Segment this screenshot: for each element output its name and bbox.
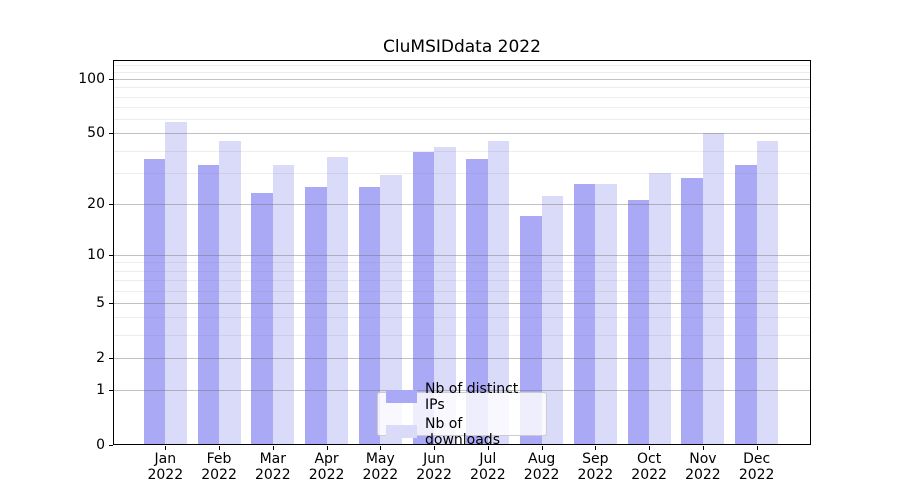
gridline-minor-30 xyxy=(114,172,810,174)
bar-downloads-jul xyxy=(487,141,510,445)
gridline-minor-120 xyxy=(114,64,810,66)
bar-distinct-ips-may xyxy=(358,186,381,445)
gridline-major-20 xyxy=(114,203,810,205)
y-tick-label-50: 50 xyxy=(87,125,105,142)
bar-downloads-dec xyxy=(756,141,779,445)
bar-downloads-mar xyxy=(272,165,295,445)
bar-downloads-aug xyxy=(541,196,564,445)
chart-title: CluMSIDdata 2022 xyxy=(383,37,541,57)
bar-downloads-jun xyxy=(434,146,456,445)
x-tick-may xyxy=(380,446,382,450)
bar-downloads-nov xyxy=(702,133,725,445)
bar-downloads-oct xyxy=(649,172,671,445)
gridline-minor-4 xyxy=(114,317,810,319)
bar-distinct-ips-jun xyxy=(412,152,435,445)
bar-distinct-ips-oct xyxy=(627,199,650,445)
y-tick-20 xyxy=(109,203,113,205)
gridline-major-100 xyxy=(114,79,810,80)
bar-distinct-ips-aug xyxy=(520,215,542,445)
x-tick-label-may: May 2022 xyxy=(362,451,399,483)
gridline-minor-70 xyxy=(114,106,810,108)
bar-distinct-ips-mar xyxy=(251,192,273,445)
legend-item-distinct-ips: Nb of distinct IPs xyxy=(386,381,538,413)
y-tick-2 xyxy=(109,357,113,359)
gridline-minor-3 xyxy=(114,335,810,337)
gridline-minor-8 xyxy=(114,270,810,272)
y-tick-10 xyxy=(109,254,113,256)
x-tick-label-feb: Feb 2022 xyxy=(201,451,237,483)
gridline-major-1 xyxy=(114,390,810,392)
bar-downloads-feb xyxy=(219,141,241,445)
bar-distinct-ips-jan xyxy=(143,158,166,445)
gridline-minor-6 xyxy=(114,290,810,292)
gridline-minor-9 xyxy=(114,262,810,264)
y-tick-0 xyxy=(109,445,113,446)
x-tick-jan xyxy=(165,446,167,450)
bar-distinct-ips-sep xyxy=(573,183,596,445)
y-tick-label-1: 1 xyxy=(96,382,105,399)
gridline-minor-80 xyxy=(114,96,810,98)
x-tick-dec xyxy=(756,446,758,450)
x-tick-label-jul: Jul 2022 xyxy=(470,451,506,483)
gridline-major-5 xyxy=(114,302,810,304)
gridline-minor-90 xyxy=(114,87,810,89)
gridline-major-50 xyxy=(114,133,810,135)
x-tick-label-oct: Oct 2022 xyxy=(631,451,667,483)
x-tick-nov xyxy=(702,446,704,450)
x-tick-label-sep: Sep 2022 xyxy=(577,451,614,483)
bar-distinct-ips-dec xyxy=(735,165,757,445)
y-tick-5 xyxy=(109,302,113,304)
bar-downloads-apr xyxy=(326,156,349,445)
x-tick-aug xyxy=(541,446,543,450)
legend-swatch-distinct-ips xyxy=(386,390,417,403)
x-tick-feb xyxy=(219,446,221,450)
gridline-minor-110 xyxy=(114,71,810,73)
y-tick-label-10: 10 xyxy=(87,246,105,263)
x-tick-label-jun: Jun 2022 xyxy=(416,451,452,483)
x-tick-apr xyxy=(326,446,328,450)
bar-downloads-may xyxy=(380,175,402,445)
y-tick-50 xyxy=(109,133,113,135)
bar-distinct-ips-jul xyxy=(466,158,488,445)
x-tick-label-nov: Nov 2022 xyxy=(685,451,721,483)
x-tick-sep xyxy=(595,446,597,450)
gridline-minor-7 xyxy=(114,280,810,282)
bar-distinct-ips-nov xyxy=(681,177,703,445)
y-tick-label-100: 100 xyxy=(78,71,105,87)
legend-swatch-downloads xyxy=(386,425,417,438)
x-tick-label-jan: Jan 2022 xyxy=(147,451,184,483)
y-tick-label-0: 0 xyxy=(96,437,105,453)
bar-downloads-sep xyxy=(595,183,617,445)
x-tick-jun xyxy=(434,446,436,450)
y-tick-label-2: 2 xyxy=(96,349,105,366)
bar-downloads-jan xyxy=(165,121,187,445)
legend: Nb of distinct IPs Nb of downloads xyxy=(377,381,547,448)
y-tick-label-5: 5 xyxy=(96,294,105,311)
x-tick-mar xyxy=(272,446,274,450)
gridline-major-2 xyxy=(114,357,810,359)
x-tick-jul xyxy=(487,446,489,450)
bar-distinct-ips-apr xyxy=(305,186,327,445)
x-tick-label-aug: Aug 2022 xyxy=(523,451,560,483)
legend-item-downloads: Nb of downloads xyxy=(386,416,538,448)
legend-label-downloads: Nb of downloads xyxy=(425,415,500,448)
x-tick-oct xyxy=(649,446,651,450)
y-tick-100 xyxy=(109,79,113,80)
x-tick-label-mar: Mar 2022 xyxy=(254,451,291,483)
gridline-minor-40 xyxy=(114,150,810,152)
bar-distinct-ips-feb xyxy=(197,165,220,445)
x-tick-label-dec: Dec 2022 xyxy=(738,451,775,483)
gridline-minor-60 xyxy=(114,118,810,120)
gridline-major-10 xyxy=(114,254,810,256)
x-tick-label-apr: Apr 2022 xyxy=(308,451,345,483)
y-tick-label-20: 20 xyxy=(87,195,105,212)
y-tick-1 xyxy=(109,390,113,392)
legend-label-distinct-ips: Nb of distinct IPs xyxy=(425,380,519,413)
